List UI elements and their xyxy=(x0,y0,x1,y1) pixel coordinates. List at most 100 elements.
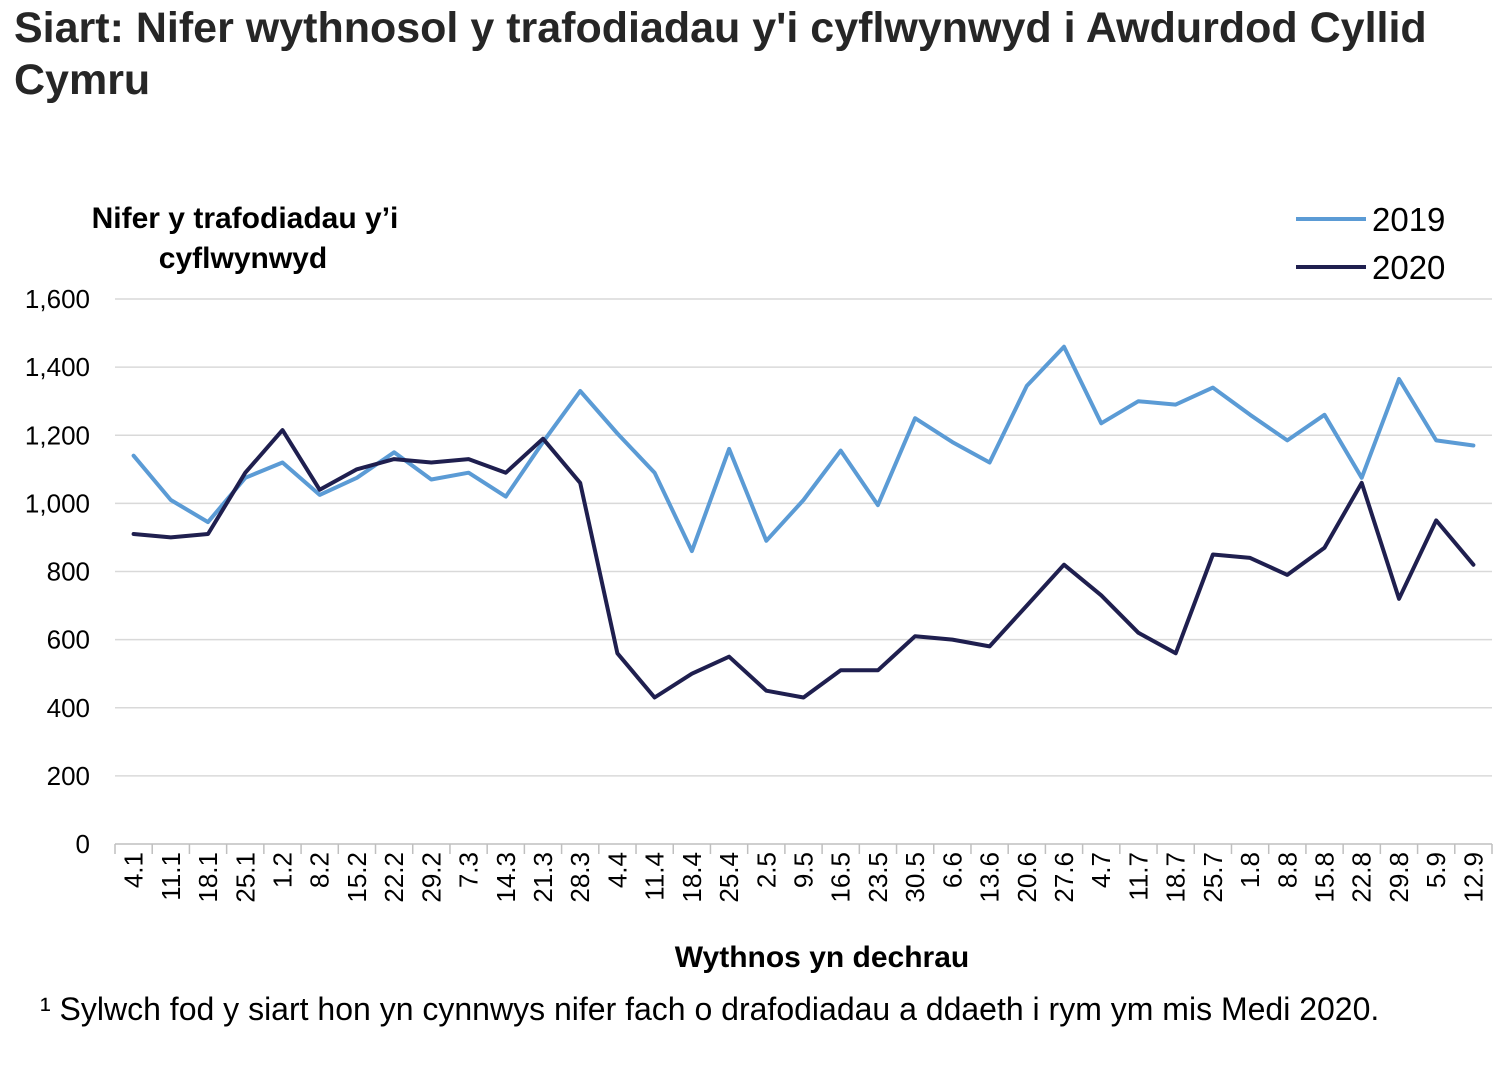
data-point xyxy=(1471,563,1475,567)
x-tick-label: 4.7 xyxy=(1086,852,1116,888)
data-point xyxy=(429,461,433,464)
y-tick-label: 800 xyxy=(47,557,90,587)
data-point xyxy=(1174,651,1178,655)
x-tick-label: 18.1 xyxy=(193,852,223,903)
data-point xyxy=(169,498,173,502)
x-tick-label: 13.6 xyxy=(975,852,1005,903)
x-tick-label: 22.8 xyxy=(1347,852,1377,903)
data-point xyxy=(280,461,284,464)
x-tick-label: 7.3 xyxy=(454,852,484,888)
data-point xyxy=(727,447,731,451)
data-point xyxy=(802,696,805,700)
data-point xyxy=(802,498,805,502)
x-axis-title: Wythnos yn dechrau xyxy=(675,941,970,974)
data-point xyxy=(429,478,433,482)
legend-label-2020: 2020 xyxy=(1372,249,1445,286)
data-point xyxy=(132,532,136,536)
x-tick-label: 27.6 xyxy=(1049,852,1079,903)
series-2019 xyxy=(131,344,1476,554)
series-lines xyxy=(131,344,1476,700)
data-point xyxy=(727,655,731,659)
data-point xyxy=(1136,399,1140,403)
data-point xyxy=(1099,593,1103,597)
data-point xyxy=(318,488,322,492)
data-point xyxy=(690,672,694,676)
x-tick-label: 12.9 xyxy=(1458,852,1488,903)
data-point xyxy=(1211,552,1215,556)
data-point xyxy=(243,471,247,475)
data-point xyxy=(392,457,396,461)
data-point xyxy=(1248,556,1252,560)
data-point xyxy=(1323,413,1327,417)
data-point xyxy=(988,461,992,464)
data-point xyxy=(653,696,657,700)
x-tick-label: 20.6 xyxy=(1012,852,1042,903)
x-tick-label: 28.3 xyxy=(565,852,595,903)
data-point xyxy=(988,644,992,648)
data-point xyxy=(1323,546,1327,550)
x-tick-label: 11.1 xyxy=(156,852,186,901)
data-point xyxy=(1062,345,1066,349)
data-point xyxy=(1360,481,1364,485)
data-point xyxy=(1285,573,1289,577)
x-tick-label: 22.2 xyxy=(379,852,409,903)
x-tick-label: 18.7 xyxy=(1161,852,1191,903)
data-point xyxy=(1434,438,1438,442)
legend-label-2019: 2019 xyxy=(1372,201,1445,238)
data-point xyxy=(1025,384,1029,388)
data-point xyxy=(876,503,880,507)
footnote: ¹ Sylwch fod y siart hon yn cynnwys nife… xyxy=(40,991,1380,1027)
data-point xyxy=(950,440,954,444)
data-point xyxy=(541,437,545,441)
data-point xyxy=(1174,403,1178,407)
data-point xyxy=(615,651,619,655)
x-tick-label: 15.8 xyxy=(1310,852,1340,903)
x-axis: 4.1 11.1 18.1 25.1 1.2 8.2 15.2 22.2 29.2 7.3 14.3… xyxy=(114,844,1493,903)
x-tick-label: 5.9 xyxy=(1421,852,1451,888)
x-tick-label: 29.8 xyxy=(1384,852,1414,903)
y-axis-title-line2: cyflwynwyd xyxy=(159,242,327,275)
data-point xyxy=(839,668,843,672)
data-point xyxy=(950,638,954,642)
x-tick-label: 4.1 xyxy=(119,852,149,888)
data-point xyxy=(690,549,694,553)
data-point xyxy=(1471,443,1475,447)
data-point xyxy=(653,471,657,475)
data-point xyxy=(1099,421,1103,425)
series-line-2019 xyxy=(131,344,1476,554)
x-tick-label: 25.7 xyxy=(1198,852,1228,903)
data-point xyxy=(578,389,582,393)
x-tick-label: 29.2 xyxy=(416,852,446,903)
data-point xyxy=(169,535,173,539)
data-point xyxy=(1211,386,1215,390)
data-point xyxy=(876,668,880,672)
data-point xyxy=(355,476,359,480)
y-tick-label: 400 xyxy=(47,693,90,723)
data-point xyxy=(764,689,768,693)
data-point xyxy=(913,634,917,638)
data-point xyxy=(504,495,508,499)
y-axis-title-line1: Nifer y trafodiadau y’i xyxy=(92,202,399,235)
data-point xyxy=(206,532,210,536)
data-point xyxy=(504,471,508,475)
y-axis: 0 200 400 600 800 1,000 1,200 1,400 1,600 xyxy=(25,284,90,859)
data-point xyxy=(1025,604,1029,608)
chart-title: Siart: Nifer wythnosol y trafodiadau y'i… xyxy=(14,4,1427,104)
data-point xyxy=(1360,476,1364,480)
data-point xyxy=(1136,631,1140,635)
data-point xyxy=(1397,377,1401,381)
x-tick-label: 16.5 xyxy=(826,852,856,903)
series-line-2020 xyxy=(131,428,1476,700)
data-point xyxy=(1397,597,1401,601)
data-point xyxy=(615,432,619,436)
x-tick-label: 8.8 xyxy=(1272,852,1302,888)
y-tick-label: 1,000 xyxy=(25,488,90,518)
data-point xyxy=(913,416,917,420)
x-tick-label: 18.4 xyxy=(677,852,707,903)
data-point xyxy=(206,520,210,524)
data-point xyxy=(132,454,136,458)
data-point xyxy=(578,481,582,485)
x-tick-label: 25.4 xyxy=(714,852,744,903)
data-point xyxy=(839,449,843,453)
